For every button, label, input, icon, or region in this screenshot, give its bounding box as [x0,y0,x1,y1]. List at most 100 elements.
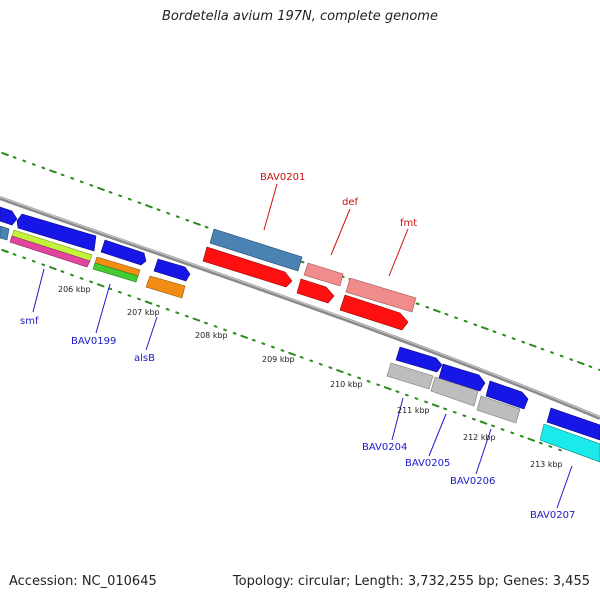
gene-label-def[interactable]: def [342,197,359,208]
genome-backbone [0,196,600,420]
major-tick-mark [336,369,344,374]
minor-tick-dot [12,156,17,159]
minor-tick-dot [108,191,113,194]
minor-tick-dot [309,359,314,363]
tick-label-208: 208 kbp [195,331,228,340]
callout-line-BAV0201 [263,183,278,231]
minor-tick-dot [405,393,409,397]
minor-tick-dot [424,400,428,404]
minor-tick-dot [443,407,448,411]
gene-bar-gray-BAV0204 [386,362,434,390]
tick-label-213: 213 kbp [530,460,563,469]
minor-tick-dot [550,351,554,354]
minor-tick-dot [261,342,266,345]
minor-tick-dot [502,333,506,337]
accession-text: Accession: NC_010645 [9,574,157,589]
gene-arrow-BAV0206 [485,380,529,410]
gene-bar-magenta [9,235,91,268]
major-tick-mark [144,300,153,305]
minor-tick-dot [519,434,524,438]
gene-arrow-alsB-upper [153,258,191,282]
minor-tick-dot [452,410,457,414]
minor-tick-dot [213,325,218,328]
major-tick-mark [481,326,489,331]
minor-tick-dot [318,362,323,366]
major-tick-mark [288,351,296,356]
minor-tick-dot [357,376,361,380]
major-tick-mark [193,221,201,226]
gene-arrow-BAV0199-upper [100,239,147,266]
callout-line-fmt [388,228,409,277]
gene-bar-BAV0201 [209,228,303,272]
minor-tick-dot [463,319,468,323]
gene-label-alsB[interactable]: alsB [134,353,155,364]
major-tick-mark [96,283,105,288]
gene-label-BAV0207[interactable]: BAV0207 [530,510,575,521]
minor-tick-dot [156,304,160,308]
minor-tick-dot [588,365,593,368]
minor-tick-dot [510,431,515,435]
gene-label-BAV0206[interactable]: BAV0206 [450,476,495,487]
gene-arrow-BAV0205 [438,363,486,392]
callout-line-def [330,208,351,256]
major-tick-mark [97,186,105,191]
gene-arrow-red-BAV0201 [202,246,293,288]
minor-tick-dot [204,321,208,325]
major-tick-mark [1,249,9,253]
minor-tick-dot [366,380,371,383]
minor-tick-dot [328,366,333,369]
minor-tick-dot [175,311,180,315]
gene-arrow-blue-left-edge [0,206,18,226]
gene-label-BAV0199[interactable]: BAV0199 [71,336,116,347]
gene-label-BAV0204[interactable]: BAV0204 [362,442,407,453]
gene-arrow-BAV0207 [546,407,600,441]
minor-tick-dot [500,428,505,431]
minor-tick-dot [89,184,94,187]
major-tick-mark [527,437,536,442]
callout-line-alsB [145,316,158,351]
gene-arrow-BAV0204 [395,346,443,373]
tick-label-206: 206 kbp [58,285,91,294]
minor-tick-dot [127,197,132,201]
minor-tick-dot [89,280,94,284]
minor-tick-dot [31,163,36,166]
callout-line-BAV0207 [556,465,573,509]
minor-tick-dot [521,340,526,344]
gene-bar-steel-left-edge [0,225,10,241]
minor-tick-dot [60,173,65,177]
minor-tick-dot [223,328,227,332]
callout-line-BAV0205 [428,413,447,457]
tick-label-211: 211 kbp [397,406,430,415]
callout-line-BAV0199 [95,283,111,334]
minor-tick-dot [41,166,46,170]
major-tick-mark [577,361,585,366]
major-tick-mark [49,169,57,174]
map-title: Bordetella avium 197N, complete genome [162,9,438,24]
minor-tick-dot [117,290,122,294]
gene-label-BAV0205[interactable]: BAV0205 [405,458,450,469]
minor-tick-dot [79,277,84,280]
gene-label-fmt[interactable]: fmt [400,218,417,229]
minor-tick-dot [511,337,516,340]
minor-tick-dot [540,347,545,351]
tick-label-212: 212 kbp [463,433,496,442]
major-tick-mark [1,152,9,156]
topology-text: Topology: circular; Length: 3,732,255 bp… [232,574,590,589]
callout-line-smf [32,268,45,313]
gene-arrow-red-def [296,278,335,304]
minor-tick-dot [414,397,419,400]
minor-tick-dot [473,323,478,327]
minor-tick-dot [31,260,36,263]
gene-label-smf[interactable]: smf [20,316,39,327]
minor-tick-dot [548,445,553,448]
minor-tick-dot [491,424,495,428]
gene-bar-green-BAV0199 [92,262,139,283]
minor-tick-dot [22,256,27,260]
minor-tick-dot [347,373,352,376]
minor-tick-dot [156,208,161,212]
minor-tick-dot [70,177,75,180]
gene-bar-gray-BAV0205 [430,376,479,407]
gene-label-BAV0201[interactable]: BAV0201 [260,172,305,183]
minor-tick-dot [454,316,458,320]
